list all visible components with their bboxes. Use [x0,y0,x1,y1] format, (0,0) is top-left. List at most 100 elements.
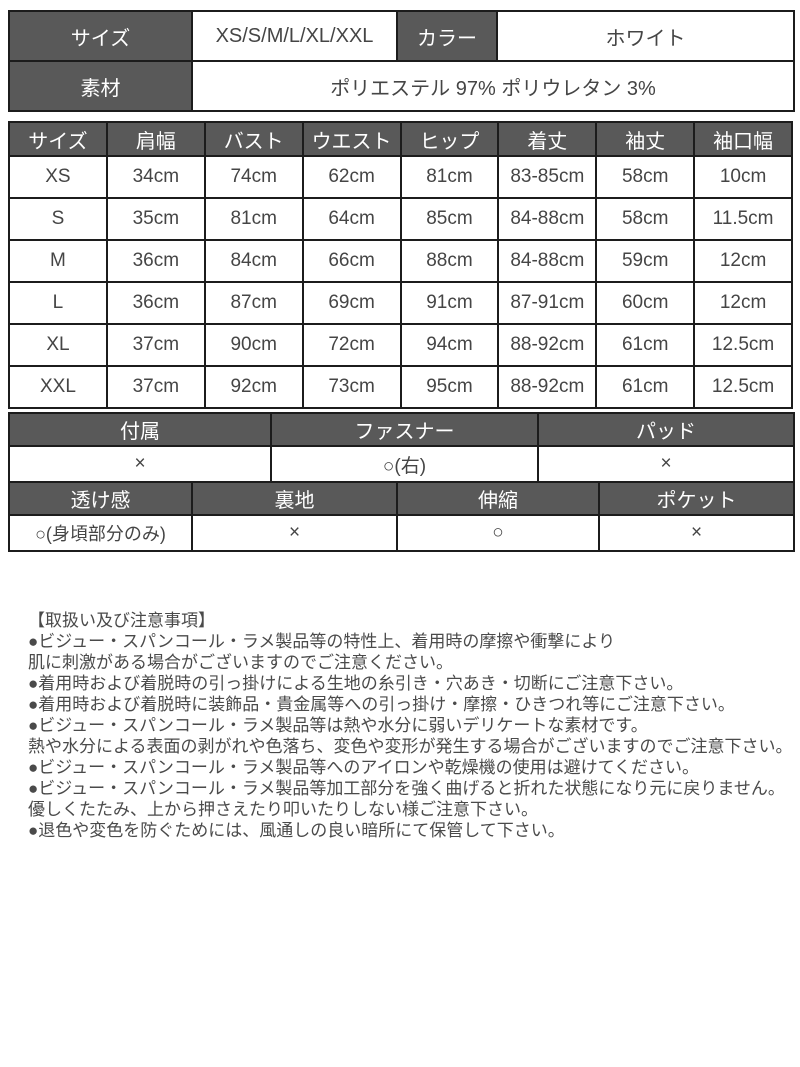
size-cell: 87cm [203,281,304,325]
size-cell: 61cm [595,365,696,409]
spec-table-features: 透け感 裏地 伸縮 ポケット ○(身頃部分のみ) × ○ × [8,481,795,552]
size-cell: 72cm [301,323,402,367]
size-chart-table: サイズ 肩幅 バスト ウエスト ヒップ 着丈 袖丈 袖口幅 XS 34cm 74… [8,121,793,409]
size-cell: 84-88cm [497,197,598,241]
spec-table-accessories: 付属 ファスナー パッド × ○(右) × [8,412,795,483]
care-note-line: ●着用時および着脱時に装飾品・貴金属等への引っ掛け・摩擦・ひきつれ等にご注意下さ… [28,695,735,714]
care-note-line: ●ビジュー・スパンコール・ラメ製品等加工部分を強く曲げると折れた状態になり元に戻… [28,779,785,798]
size-cell: 69cm [301,281,402,325]
size-cell: L [8,281,108,325]
care-notes-title: 【取扱い及び注意事項】 [28,611,215,630]
accessory-value: × [8,445,272,483]
size-cell: M [8,239,108,283]
care-note-line: ●退色や変色を防ぐためには、風通しの良い暗所にて保管して下さい。 [28,821,565,840]
size-cell: 60cm [595,281,696,325]
care-notes: 【取扱い及び注意事項】 ●ビジュー・スパンコール・ラメ製品等の特性上、着用時の摩… [28,610,798,841]
info-row-size-color: サイズ XS/S/M/L/XL/XXL カラー ホワイト [8,10,795,62]
spec-accessories-header-row: 付属 ファスナー パッド [8,412,795,447]
size-cell: 12cm [693,281,793,325]
size-cell: 64cm [301,197,402,241]
size-cell: 12.5cm [693,365,793,409]
header-sheerness: 透け感 [8,481,193,516]
sheerness-value: ○(身頃部分のみ) [8,514,193,552]
stretch-value: ○ [396,514,600,552]
size-row-s: S 35cm 81cm 64cm 85cm 84-88cm 58cm 11.5c… [8,197,793,241]
size-cell: 88-92cm [497,323,598,367]
care-note-line: ●着用時および着脱時の引っ掛けによる生地の糸引き・穴あき・切断にご注意下さい。 [28,674,684,693]
material-value-cell: ポリエステル 97% ポリウレタン 3% [191,60,795,112]
fastener-value: ○(右) [270,445,539,483]
size-cell: XS [8,155,108,199]
pad-value: × [537,445,795,483]
size-cell: 12.5cm [693,323,793,367]
size-cell: 10cm [693,155,793,199]
care-note-line: 熱や水分による表面の剥がれや色落ち、変色や変形が発生する場合がございますのでご注… [28,737,793,756]
size-cell: 83-85cm [497,155,598,199]
size-cell: 73cm [301,365,402,409]
size-label-cell: サイズ [8,10,193,62]
color-label-cell: カラー [396,10,498,62]
size-cell: S [8,197,108,241]
size-cell: 62cm [301,155,402,199]
size-cell: 90cm [203,323,304,367]
spec-accessories-value-row: × ○(右) × [8,445,795,483]
size-cell: 66cm [301,239,402,283]
size-cell: 84-88cm [497,239,598,283]
header-hip: ヒップ [399,121,500,157]
info-table: サイズ XS/S/M/L/XL/XXL カラー ホワイト 素材 ポリエステル 9… [8,10,795,112]
spec-features-header-row: 透け感 裏地 伸縮 ポケット [8,481,795,516]
care-note-line: ●ビジュー・スパンコール・ラメ製品等の特性上、着用時の摩擦や衝撃により [28,632,616,651]
size-cell: 95cm [399,365,500,409]
size-cell: 36cm [105,239,206,283]
size-cell: 59cm [595,239,696,283]
care-note-line: 優しくたたみ、上から押さえたり叩いたりしない様ご注意下さい。 [28,800,538,819]
info-row-material: 素材 ポリエステル 97% ポリウレタン 3% [8,60,795,112]
size-cell: 37cm [105,365,206,409]
size-cell: 84cm [203,239,304,283]
size-cell: 88cm [399,239,500,283]
size-row-xxl: XXL 37cm 92cm 73cm 95cm 88-92cm 61cm 12.… [8,365,793,409]
size-cell: 11.5cm [693,197,793,241]
size-row-l: L 36cm 87cm 69cm 91cm 87-91cm 60cm 12cm [8,281,793,325]
header-accessory: 付属 [8,412,272,447]
header-length: 着丈 [497,121,598,157]
size-cell: 35cm [105,197,206,241]
size-row-xl: XL 37cm 90cm 72cm 94cm 88-92cm 61cm 12.5… [8,323,793,367]
header-pocket: ポケット [598,481,795,516]
header-fastener: ファスナー [270,412,539,447]
size-cell: 61cm [595,323,696,367]
lining-value: × [191,514,398,552]
size-cell: 85cm [399,197,500,241]
size-cell: XL [8,323,108,367]
header-waist: ウエスト [301,121,402,157]
size-cell: XXL [8,365,108,409]
header-lining: 裏地 [191,481,398,516]
size-cell: 36cm [105,281,206,325]
material-label-cell: 素材 [8,60,193,112]
size-value-cell: XS/S/M/L/XL/XXL [191,10,398,62]
size-cell: 92cm [203,365,304,409]
care-note-line: ●ビジュー・スパンコール・ラメ製品等は熱や水分に弱いデリケートな素材です。 [28,716,648,735]
size-cell: 34cm [105,155,206,199]
pocket-value: × [598,514,795,552]
size-row-xs: XS 34cm 74cm 62cm 81cm 83-85cm 58cm 10cm [8,155,793,199]
size-cell: 91cm [399,281,500,325]
size-cell: 88-92cm [497,365,598,409]
size-cell: 58cm [595,155,696,199]
size-row-m: M 36cm 84cm 66cm 88cm 84-88cm 59cm 12cm [8,239,793,283]
size-cell: 37cm [105,323,206,367]
header-shoulder-width: 肩幅 [105,121,206,157]
header-sleeve-length: 袖丈 [595,121,696,157]
header-bust: バスト [203,121,304,157]
header-pad: パッド [537,412,795,447]
color-value-cell: ホワイト [496,10,795,62]
care-note-line: ●ビジュー・スパンコール・ラメ製品等へのアイロンや乾燥機の使用は避けてください。 [28,758,700,777]
size-cell: 81cm [399,155,500,199]
spec-features-value-row: ○(身頃部分のみ) × ○ × [8,514,795,552]
care-note-line: 肌に刺激がある場合がございますのでご注意ください。 [28,653,453,672]
size-cell: 87-91cm [497,281,598,325]
header-stretch: 伸縮 [396,481,600,516]
header-cuff-width: 袖口幅 [693,121,793,157]
size-cell: 74cm [203,155,304,199]
